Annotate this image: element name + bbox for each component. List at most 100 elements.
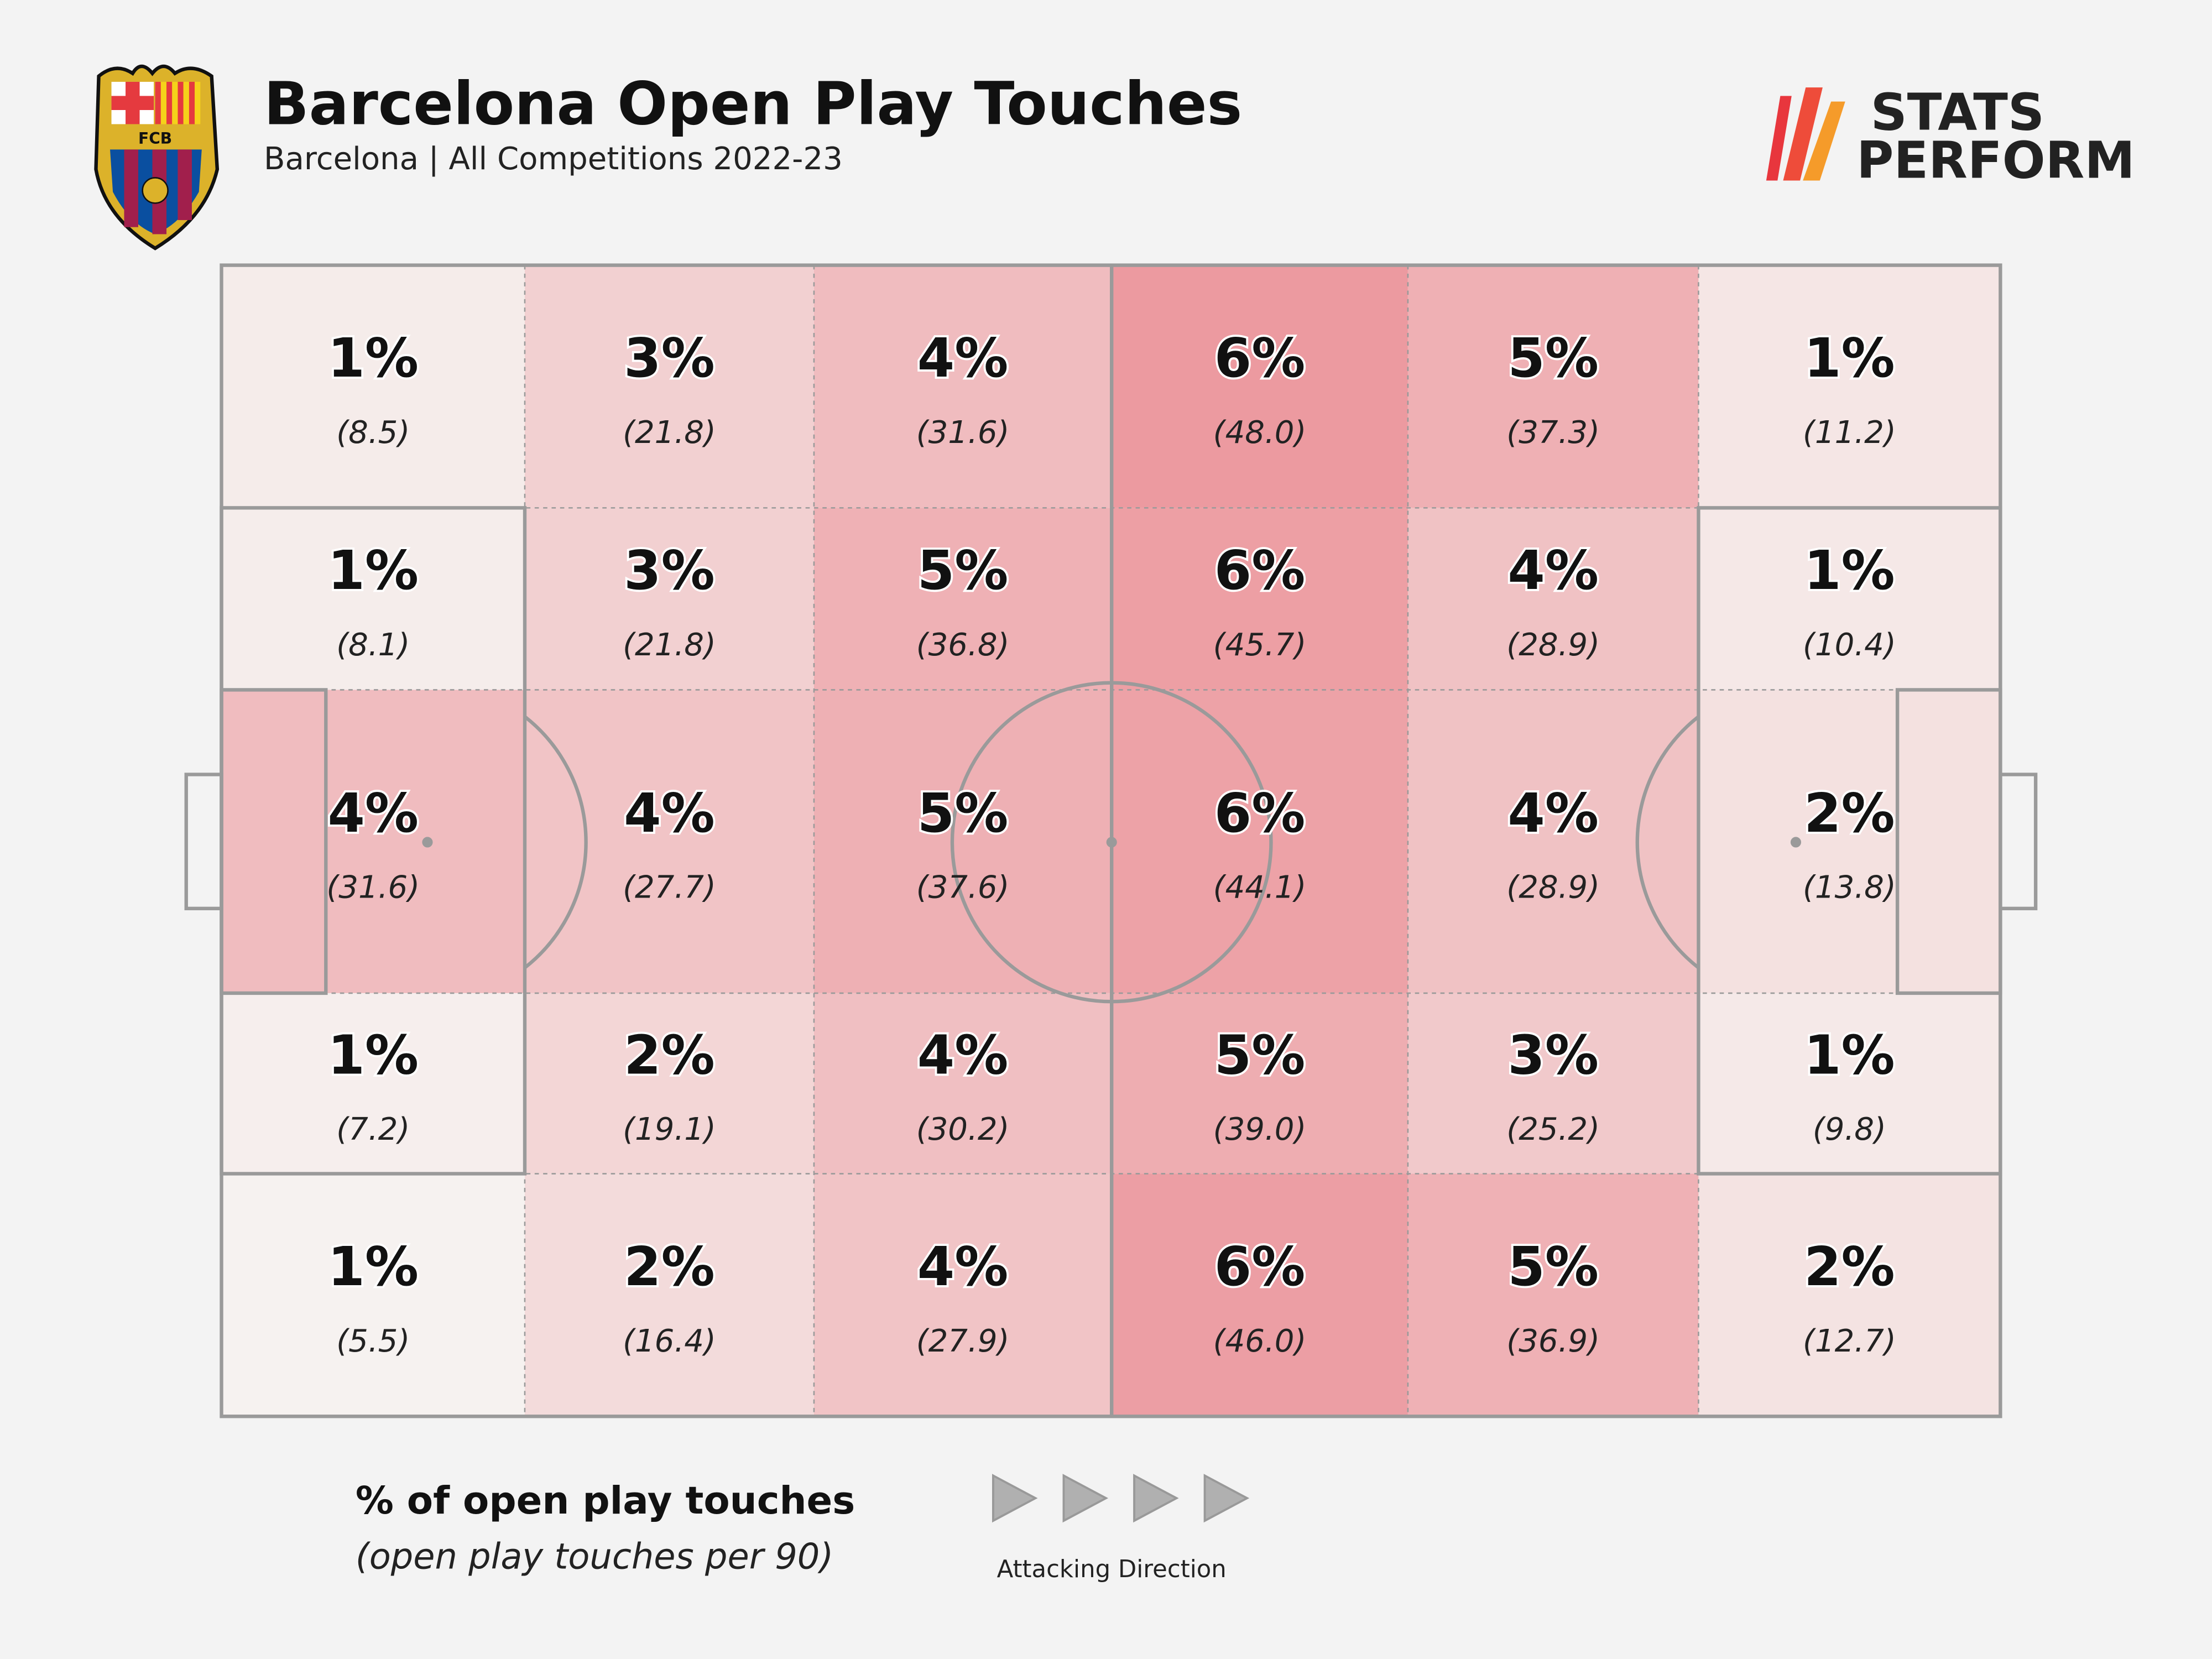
cell-per90-label: (31.6) xyxy=(326,870,420,906)
attacking-direction-label: Attacking Direction xyxy=(997,1556,1227,1583)
left-penalty-arc xyxy=(524,715,588,969)
pitch-markings xyxy=(184,263,2038,1418)
cell-per90-label: (21.8) xyxy=(623,415,716,451)
cell-percent-label: 6% xyxy=(1214,327,1306,389)
cell-percent-label: 2% xyxy=(1804,1235,1895,1298)
cell-per90-label: (31.6) xyxy=(916,415,1010,451)
cell-per90-label: (39.0) xyxy=(1213,1112,1307,1147)
heatmap-cell xyxy=(1407,993,1699,1174)
left-penalty-spot xyxy=(422,837,433,848)
cell-percent-label: 5% xyxy=(1214,1024,1306,1086)
heatmap-cells xyxy=(221,265,2001,1417)
heatmap-cell xyxy=(1698,690,2001,993)
right-penalty-spot xyxy=(1790,837,1802,848)
cell-per90-label: (8.5) xyxy=(336,415,410,451)
cell-per90-label: (11.2) xyxy=(1803,415,1896,451)
cell-percent-label: 4% xyxy=(624,782,715,844)
heatmap-cell xyxy=(524,1173,814,1417)
heatmap-cell xyxy=(813,690,1112,993)
cell-percent-label: 3% xyxy=(624,539,715,602)
cell-per90-label: (25.2) xyxy=(1506,1112,1600,1147)
cell-percent-label: 2% xyxy=(624,1024,715,1086)
heatmap-cell xyxy=(221,690,525,993)
play-triangle-icon xyxy=(1062,1474,1109,1523)
heatmap-cell xyxy=(1112,265,1408,508)
heatmap-cell xyxy=(1407,1173,1699,1417)
heatmap-cell xyxy=(1112,993,1408,1174)
left-goal xyxy=(184,773,223,911)
cell-percent-label: 4% xyxy=(1507,539,1599,602)
heatmap-cell xyxy=(221,508,525,690)
cell-per90-label: (36.8) xyxy=(916,627,1010,663)
brand-line2: PERFORM xyxy=(1856,131,2135,190)
legend-sub: (open play touches per 90) xyxy=(356,1537,833,1578)
cell-per90-label: (27.7) xyxy=(623,870,716,906)
cell-per90-label: (19.1) xyxy=(623,1112,716,1147)
cell-per90-label: (28.9) xyxy=(1506,870,1600,906)
play-triangle-icon xyxy=(992,1474,1038,1523)
cell-per90-label: (37.3) xyxy=(1506,415,1600,451)
cell-percent-label: 3% xyxy=(624,327,715,389)
crest-text: FCB xyxy=(138,129,172,148)
cell-per90-label: (9.8) xyxy=(1813,1112,1886,1147)
cell-per90-label: (5.5) xyxy=(336,1323,410,1359)
play-triangle-icon xyxy=(1133,1474,1179,1523)
heatmap-cell xyxy=(1698,265,2001,508)
cell-percent-label: 1% xyxy=(327,1235,419,1298)
cell-percent-label: 1% xyxy=(327,1024,419,1086)
cell-percent-label: 6% xyxy=(1214,539,1306,602)
heatmap-cell xyxy=(524,690,814,993)
cell-percent-label: 4% xyxy=(327,782,419,844)
cell-per90-label: (8.1) xyxy=(336,627,410,663)
attacking-direction-arrows xyxy=(992,1474,1250,1523)
cell-per90-label: (36.9) xyxy=(1506,1323,1600,1359)
cell-percent-label: 4% xyxy=(917,327,1009,389)
cell-per90-label: (13.8) xyxy=(1803,870,1896,906)
cell-percent-label: 1% xyxy=(1804,1024,1895,1086)
brand-line1: STATS xyxy=(1871,83,2044,142)
play-triangle-icon xyxy=(1203,1474,1250,1523)
legend-main: % of open play touches xyxy=(356,1479,855,1523)
heatmap-cell xyxy=(1112,690,1408,993)
cell-per90-label: (44.1) xyxy=(1213,870,1307,906)
heatmap-cell xyxy=(524,508,814,690)
cell-percent-label: 1% xyxy=(327,327,419,389)
heatmap-cell xyxy=(813,1173,1112,1417)
cell-per90-label: (12.7) xyxy=(1803,1323,1896,1359)
cell-percent-label: 6% xyxy=(1214,782,1306,844)
cell-percent-label: 4% xyxy=(917,1235,1009,1298)
heatmap-cell xyxy=(524,265,814,508)
heatmap-cell xyxy=(1407,265,1699,508)
cell-percent-label: 5% xyxy=(1507,327,1599,389)
cell-per90-label: (28.9) xyxy=(1506,627,1600,663)
cell-per90-label: (48.0) xyxy=(1213,415,1307,451)
chart-subtitle: Barcelona | All Competitions 2022-23 xyxy=(264,141,843,177)
cell-percent-label: 1% xyxy=(1804,327,1895,389)
heatmap-cell xyxy=(1112,1173,1408,1417)
cell-per90-label: (30.2) xyxy=(916,1112,1010,1147)
cell-percent-label: 5% xyxy=(917,539,1009,602)
cell-percent-label: 2% xyxy=(1804,782,1895,844)
heatmap-cell xyxy=(1698,1173,2001,1417)
cell-percent-label: 4% xyxy=(1507,782,1599,844)
heatmap-cell xyxy=(221,1173,525,1417)
cell-percent-label: 1% xyxy=(327,539,419,602)
cell-per90-label: (37.6) xyxy=(916,870,1010,906)
cell-percent-label: 5% xyxy=(917,782,1009,844)
heatmap-cell xyxy=(1407,690,1699,993)
center-spot xyxy=(1106,837,1117,848)
heatmap-cell xyxy=(813,508,1112,690)
heatmap-cell xyxy=(221,993,525,1174)
cell-per90-label: (27.9) xyxy=(916,1323,1010,1359)
cell-percent-label: 1% xyxy=(1804,539,1895,602)
heatmap-cell xyxy=(1112,508,1408,690)
cell-per90-label: (46.0) xyxy=(1213,1323,1307,1359)
heatmap-cell xyxy=(1698,993,2001,1174)
heatmap-cell xyxy=(524,993,814,1174)
cell-percent-label: 4% xyxy=(917,1024,1009,1086)
barcelona-crest-logo: FCB xyxy=(94,64,220,251)
cell-percent-label: 3% xyxy=(1507,1024,1599,1086)
cell-per90-label: (21.8) xyxy=(623,627,716,663)
cell-per90-label: (45.7) xyxy=(1213,627,1307,663)
